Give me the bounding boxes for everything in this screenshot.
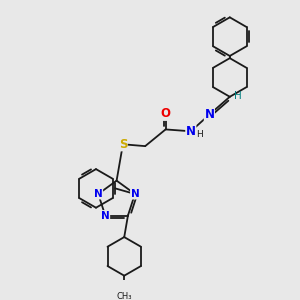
Text: CH₃: CH₃ (116, 292, 132, 300)
Text: N: N (204, 108, 214, 121)
Text: O: O (160, 107, 171, 120)
Text: S: S (119, 138, 127, 151)
Text: N: N (186, 125, 196, 138)
Text: H: H (233, 91, 241, 101)
Text: N: N (94, 189, 103, 199)
Text: H: H (196, 130, 203, 139)
Text: N: N (101, 211, 110, 220)
Text: N: N (130, 189, 139, 199)
